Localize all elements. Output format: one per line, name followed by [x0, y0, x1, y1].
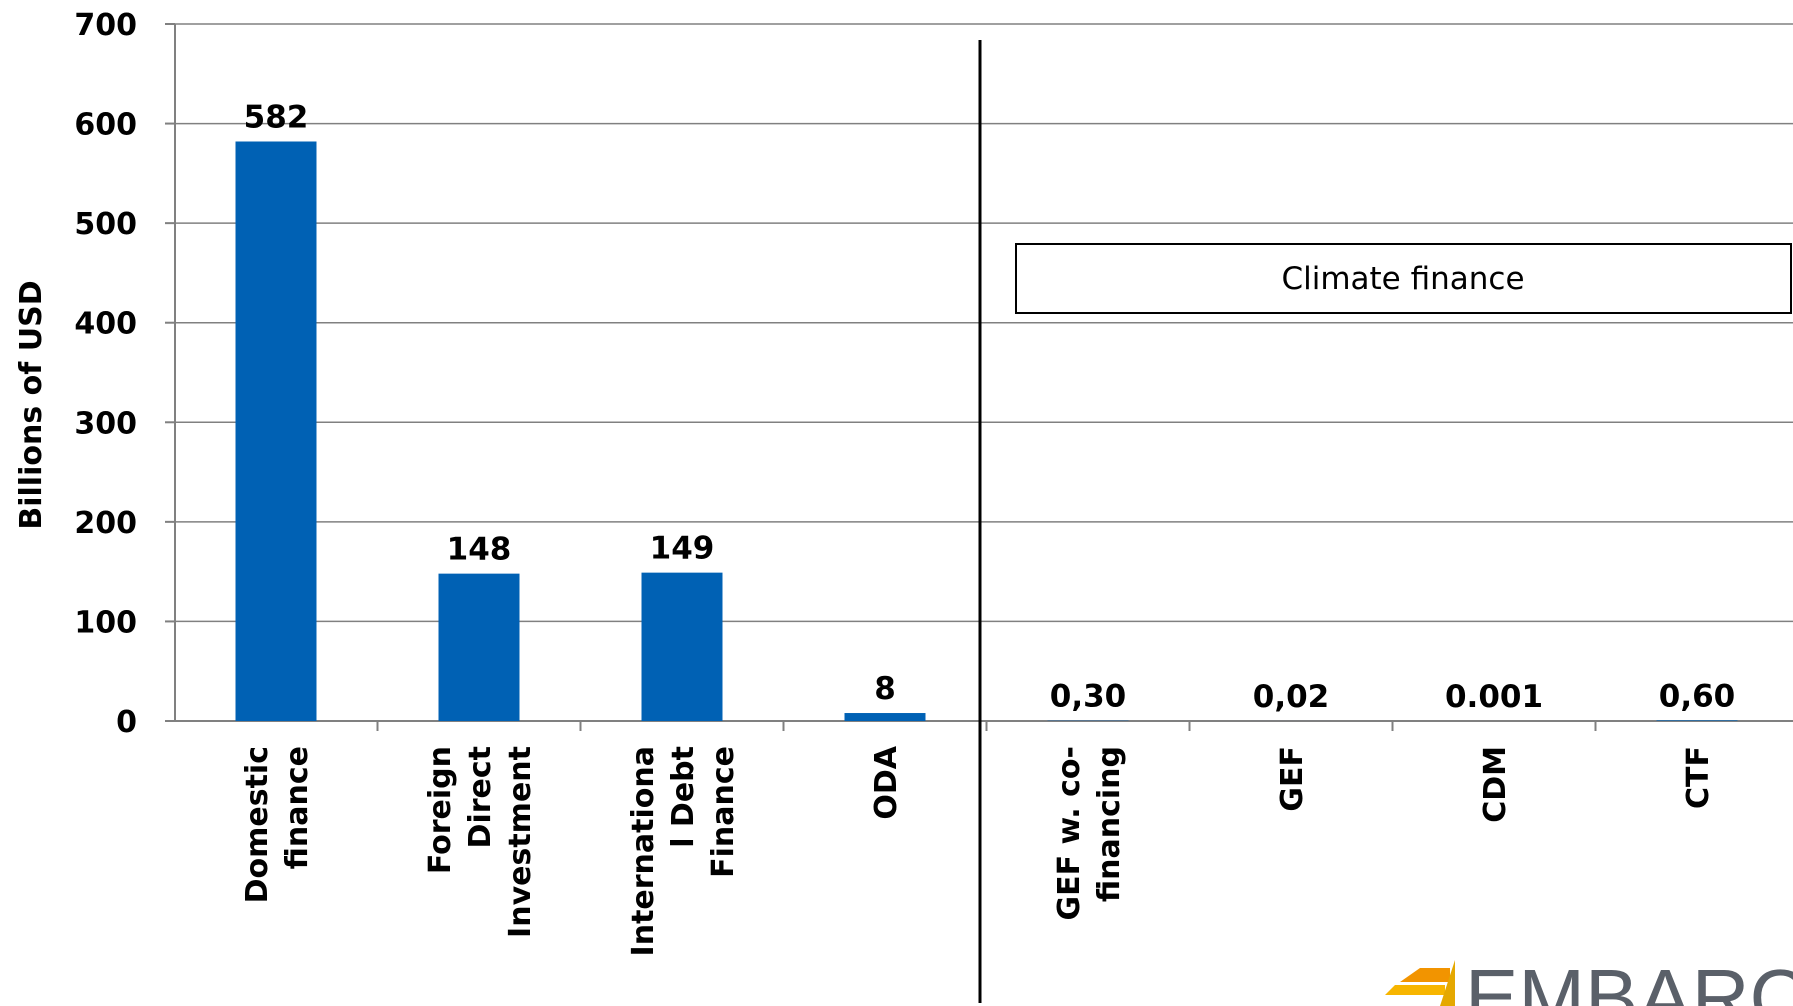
y-tick-label: 200 [74, 506, 137, 541]
category-label: GEF w. co-financing [1052, 746, 1127, 921]
category-label-line: ODA [869, 745, 904, 819]
category-label: ODA [869, 745, 904, 819]
climate-finance-label: Climate finance [1281, 261, 1524, 297]
category-label-line: Domestic [240, 746, 275, 903]
data-label: 0,60 [1659, 678, 1736, 714]
data-label: 8 [874, 671, 896, 707]
category-labels: Domestic finance Foreign Direct Investment In… [240, 745, 1716, 956]
y-tick-label: 100 [74, 605, 137, 640]
y-tick-label: 400 [74, 307, 137, 342]
data-label: 0.001 [1445, 679, 1543, 715]
bar [1656, 720, 1738, 721]
category-label-line: GEF [1275, 746, 1310, 812]
category-label-line: Internationa [626, 746, 661, 956]
data-label: 0,30 [1050, 679, 1127, 715]
y-tick-label: 300 [74, 406, 137, 441]
bar [438, 573, 520, 721]
category-label-line: Foreign [423, 746, 458, 874]
bar [641, 572, 723, 721]
category-label-line: GEF w. co- [1052, 746, 1087, 921]
category-label-line: CTF [1681, 746, 1716, 809]
climate-finance-box: Climate finance [1015, 243, 1792, 314]
data-label: 582 [244, 99, 309, 135]
category-label-line: l Debt [666, 746, 701, 848]
embarc-logo: EMBARC [1385, 953, 1793, 1006]
bar [844, 713, 926, 721]
category-label: CTF [1681, 746, 1716, 809]
category-label-line: Finance [706, 746, 741, 878]
category-label-line: financing [1092, 746, 1127, 902]
y-tick-label: 600 [74, 108, 137, 143]
data-label: 148 [447, 532, 512, 568]
y-axis-ticks: 0 100 200 300 400 500 600 700 [74, 8, 1597, 740]
y-axis-title: Billions of USD [14, 280, 49, 529]
category-label-line: Investment [503, 746, 538, 938]
category-label: Internationa l Debt Finance [626, 746, 741, 956]
category-label-line: CDM [1478, 746, 1513, 823]
category-label-line: Direct [463, 746, 498, 848]
bars [235, 141, 1738, 722]
y-tick-label: 500 [74, 207, 137, 242]
gridlines [175, 23, 1793, 623]
bar [235, 141, 317, 722]
category-label: Domestic finance [240, 746, 315, 903]
data-label: 0,02 [1253, 679, 1330, 715]
data-label: 149 [650, 531, 715, 567]
data-labels: 582 148 149 8 0,30 0,02 0.001 0,60 [244, 99, 1736, 715]
y-tick-label: 700 [74, 8, 137, 43]
category-label: GEF [1275, 746, 1310, 812]
category-label: Foreign Direct Investment [423, 746, 538, 938]
logo-mark [1385, 985, 1445, 995]
y-tick-label: 0 [116, 705, 137, 740]
category-label-line: finance [280, 746, 315, 869]
logo-text: EMBARC [1465, 953, 1793, 1006]
category-label: CDM [1478, 746, 1513, 823]
